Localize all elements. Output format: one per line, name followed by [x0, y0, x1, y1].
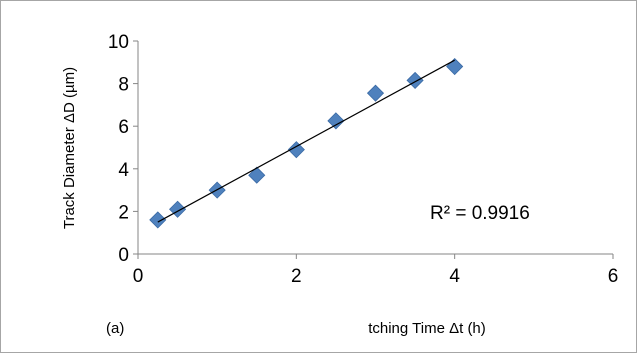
y-tick-label: 0	[118, 245, 129, 266]
plot-area: 0 2 4 6 8 10 0 2 4 6	[108, 32, 618, 287]
x-tick-label: 2	[291, 266, 302, 287]
data-point	[248, 166, 266, 184]
y-tick-label: 4	[118, 160, 129, 181]
data-point	[366, 84, 385, 102]
x-tick-label: 6	[608, 266, 619, 287]
y-axis-title: Track Diameter ΔD (µm)	[61, 67, 78, 229]
x-tick-label: 4	[449, 266, 460, 287]
y-tick-label: 8	[118, 75, 129, 96]
y-tick-label: 10	[108, 32, 129, 53]
y-tick-label: 2	[118, 202, 129, 223]
r-squared-annotation: R² = 0.9916	[430, 203, 530, 224]
x-tick-label: 0	[133, 266, 144, 287]
x-axis-title: tching Time Δt (h)	[368, 320, 486, 337]
panel-label: (a)	[106, 320, 124, 337]
data-point	[327, 112, 345, 130]
data-point	[287, 141, 305, 159]
y-tick-label: 6	[118, 117, 129, 138]
trendline	[157, 59, 455, 223]
data-point	[149, 211, 167, 229]
